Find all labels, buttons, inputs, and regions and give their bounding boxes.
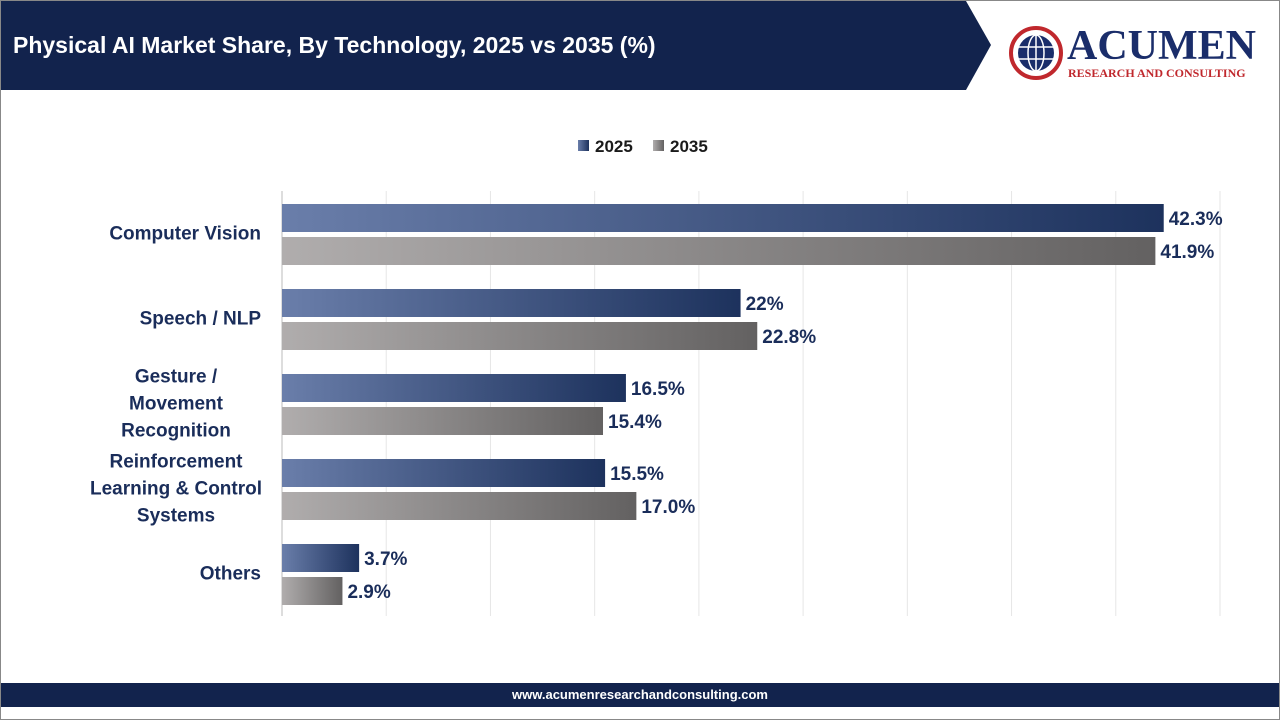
bar — [282, 289, 741, 317]
value-label: 15.5% — [610, 464, 664, 485]
footer-url: www.acumenresearchandconsulting.com — [511, 687, 768, 702]
chart-title: Physical AI Market Share, By Technology,… — [13, 32, 656, 58]
bar — [282, 374, 626, 402]
bar — [282, 204, 1164, 232]
logo-tagline: RESEARCH AND CONSULTING — [1068, 66, 1246, 80]
header-band — [1, 1, 991, 90]
footer-band — [1, 683, 1279, 707]
y-tick-label: Computer Vision — [109, 223, 261, 245]
bar — [282, 577, 343, 605]
y-tick-label: Reinforcement Learning & Control Systems — [89, 451, 263, 527]
bar — [282, 237, 1156, 265]
bar — [282, 544, 360, 572]
value-label: 15.4% — [608, 412, 662, 433]
logo-globe — [1009, 26, 1063, 80]
legend-label: 2025 — [595, 137, 633, 156]
logo-name: ACUMEN — [1067, 23, 1256, 69]
y-tick-label: Speech / NLP — [139, 308, 261, 330]
bar — [282, 459, 606, 487]
value-label: 3.7% — [364, 549, 407, 570]
legend-swatch — [578, 140, 589, 151]
value-label: 22.8% — [762, 327, 816, 348]
value-label: 2.9% — [347, 582, 390, 603]
value-label: 16.5% — [631, 379, 685, 400]
y-tick-label: Gesture / Movement Recognition — [121, 366, 231, 442]
bar — [282, 407, 604, 435]
bar — [282, 492, 637, 520]
value-label: 42.3% — [1169, 209, 1223, 230]
y-tick-label: Others — [199, 563, 261, 585]
value-label: 41.9% — [1160, 242, 1214, 263]
legend-label: 2035 — [670, 137, 708, 156]
value-label: 17.0% — [641, 497, 695, 518]
legend-swatch — [653, 140, 664, 151]
bar — [282, 322, 758, 350]
value-label: 22% — [746, 294, 784, 315]
